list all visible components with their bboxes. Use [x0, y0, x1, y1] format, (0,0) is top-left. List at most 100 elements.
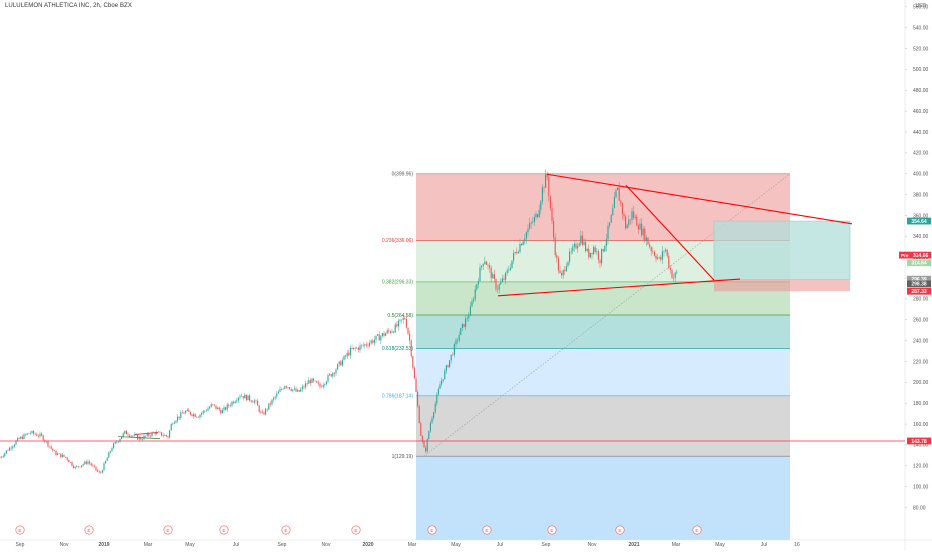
candle-body [265, 408, 267, 415]
candle-body [521, 243, 523, 246]
candle-body [425, 447, 427, 452]
candle-body [349, 347, 351, 356]
candle-body [9, 447, 11, 451]
time-tick-label: Sep [16, 542, 25, 548]
price-tick-label: 180.00 [913, 401, 929, 407]
candle-body [473, 299, 475, 302]
candle-body [413, 367, 415, 379]
candle-body [165, 435, 167, 437]
candle-body [29, 432, 31, 434]
candle-body [447, 365, 449, 368]
candle-body [461, 323, 463, 328]
candle-body [354, 347, 356, 349]
position-outline [713, 220, 851, 280]
candle-body [626, 225, 628, 229]
candle-body [407, 327, 409, 334]
candle-body [522, 241, 524, 246]
price-axis[interactable]: 80.00 100.00 120.00 140.00 160.00 180.00 200.0… [899, 5, 931, 512]
earnings-event-circle [219, 525, 229, 535]
candle-body [145, 435, 147, 437]
candle-body [5, 450, 7, 454]
candle-body [276, 393, 278, 397]
time-tick-label: Nov [322, 542, 331, 548]
candle-body [209, 407, 211, 409]
candle-body [466, 318, 468, 319]
stop-price-tag-bg [907, 287, 931, 295]
candle-body [633, 211, 635, 218]
candle-body [605, 239, 607, 247]
fib-level-label: 0.5(264.58) [387, 313, 413, 319]
candle-body [338, 361, 340, 365]
candle-body [669, 267, 671, 270]
symbol-title[interactable]: LULULEMON ATHLETICA INC, 2h, Cboe BZX [5, 3, 132, 9]
time-axis[interactable]: Sep Nov 2019 Mar May Jul Sep Nov 2020 Mar May Jul Se… [16, 542, 800, 548]
candle-body [383, 333, 385, 336]
candle-body [183, 413, 185, 414]
candle-body [649, 244, 651, 248]
candle-body [140, 437, 142, 440]
time-tick-label: Mar [408, 542, 417, 548]
candle-body [143, 435, 145, 440]
candle-body [458, 334, 460, 341]
candle-body [585, 241, 587, 252]
price-tick-label: 200.00 [913, 380, 929, 386]
candle-body [284, 386, 286, 389]
candle-body [245, 394, 247, 401]
candle-body [593, 247, 595, 255]
candle-body [484, 261, 486, 264]
candle-body [645, 237, 647, 242]
candle-body [647, 237, 649, 245]
time-tick-label: May [185, 542, 195, 548]
candle-body [108, 452, 110, 458]
candle-body [55, 450, 57, 456]
candle-body [527, 228, 529, 233]
candle-body [583, 241, 585, 245]
candle-body [89, 461, 91, 464]
candle-body [273, 397, 275, 400]
candle-body [148, 433, 150, 436]
candle-body [540, 201, 542, 210]
candle-body [418, 406, 420, 424]
earnings-event-letter: E [166, 528, 169, 534]
candle-body [261, 411, 263, 413]
candle-body [497, 289, 499, 290]
candle-body [287, 387, 289, 388]
candle-body [453, 344, 455, 355]
candle-body [369, 342, 371, 346]
candle-body [228, 404, 230, 406]
drawings[interactable] [0, 173, 905, 442]
candle-body [233, 401, 235, 404]
candle-body [247, 395, 249, 401]
price-tick-label: 440.00 [913, 130, 929, 136]
candle-body [281, 388, 283, 390]
earnings-event-letter: E [18, 528, 21, 534]
candle-body [567, 261, 569, 267]
candle-body [225, 407, 227, 410]
candle-body [325, 381, 327, 385]
candle-body [545, 173, 547, 188]
candle-body [388, 330, 390, 332]
target-price-tag: 354.64 [911, 219, 927, 225]
candle-body [162, 435, 164, 437]
candle-body [386, 330, 388, 334]
candle-body [378, 334, 380, 341]
earnings-event-icon: E [482, 525, 492, 535]
candle-body [285, 386, 287, 388]
candle-body [343, 355, 345, 361]
candle-body [441, 380, 443, 385]
candle-body [465, 318, 467, 327]
candle-body [554, 237, 556, 256]
position-target-zone [714, 221, 850, 280]
time-tick-label: May [715, 542, 725, 548]
candle-body [53, 450, 55, 452]
time-tick-label: Mar [672, 542, 681, 548]
candle-body [25, 434, 27, 435]
candle-body [194, 414, 196, 417]
candle-body [220, 409, 222, 414]
candle-body [223, 407, 225, 411]
candle-body [569, 251, 571, 262]
candle-body [426, 439, 428, 452]
